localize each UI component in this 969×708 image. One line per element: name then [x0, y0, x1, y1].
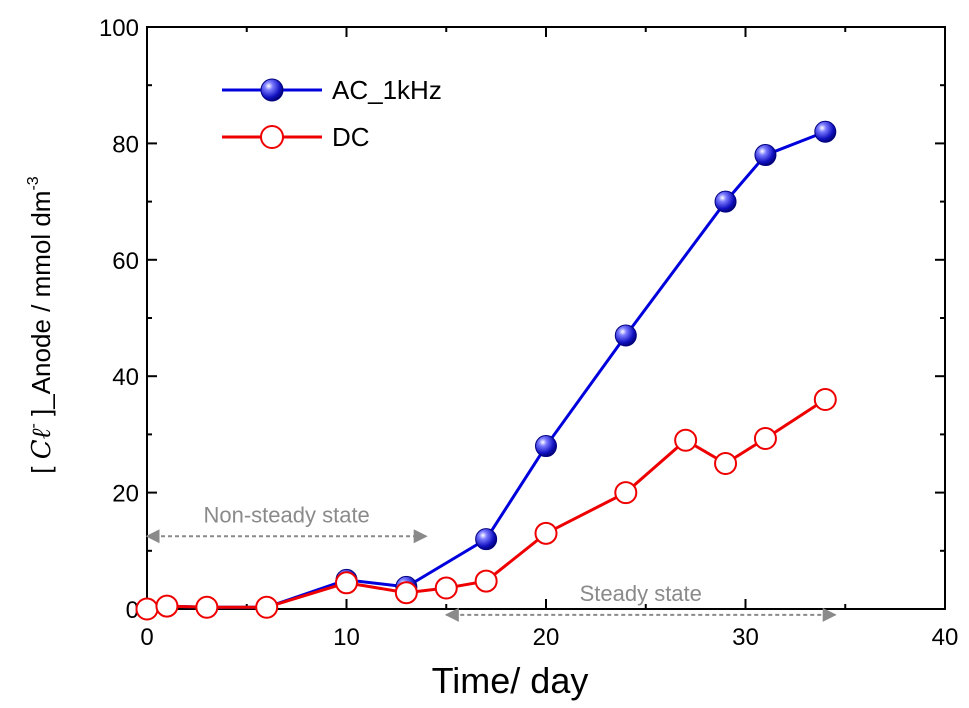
y-tick-label: 40 — [112, 364, 139, 391]
y-title-open: [ — [26, 459, 56, 473]
series-point — [260, 125, 284, 149]
y-title-ion: Cℓ — [27, 428, 57, 459]
y-tick-label: 100 — [99, 15, 139, 42]
y-tick-label: 0 — [126, 597, 139, 624]
y-title-unit-sup: -3 — [25, 176, 42, 190]
series-point — [475, 528, 498, 551]
annotation-label: Steady state — [580, 581, 702, 606]
series-point — [255, 595, 279, 619]
legend-item: AC_1kHz — [222, 75, 442, 105]
legend-label: DC — [332, 122, 370, 152]
series-point — [434, 576, 458, 600]
y-axis-title: [ Cℓ- ]_Anode / mmol dm-3 — [25, 176, 57, 474]
series-point — [535, 435, 557, 458]
series-point — [534, 521, 558, 545]
series-point — [753, 426, 777, 450]
series-ac-1khz — [136, 120, 837, 620]
x-tick-label: 10 — [333, 624, 360, 651]
series-point — [335, 571, 358, 595]
annotations: Non-steady state Steady state — [145, 502, 837, 622]
series-point — [814, 120, 837, 143]
x-tick-label: 20 — [533, 624, 560, 651]
series-point — [474, 569, 498, 593]
legend-item: DC — [222, 122, 370, 152]
series-point — [260, 78, 284, 102]
y-tick-label: 60 — [112, 248, 139, 275]
y-title-rest: ]_Anode / mmol dm — [26, 191, 56, 424]
series-point — [674, 428, 698, 452]
y-axis-ticks: 0 20 40 60 80 100 — [99, 15, 945, 624]
series-point — [714, 190, 737, 213]
series-point — [813, 387, 837, 411]
legend: AC_1kHz DC — [222, 75, 442, 152]
annotation-label: Non-steady state — [203, 502, 369, 527]
series-point — [135, 597, 159, 621]
x-tick-label: 30 — [732, 624, 759, 651]
y-tick-label: 20 — [112, 481, 139, 508]
x-tick-label: 40 — [932, 624, 959, 651]
y-tick-label: 80 — [112, 131, 139, 158]
x-tick-label: 0 — [140, 624, 153, 651]
legend-label: AC_1kHz — [332, 75, 442, 105]
x-axis-title: Time/ day — [432, 660, 589, 701]
series-point — [614, 324, 637, 347]
series-point — [754, 144, 777, 167]
series-point — [714, 452, 738, 475]
series-point — [614, 481, 638, 505]
series-point — [394, 581, 418, 605]
series-point — [195, 595, 219, 619]
y-title-ion-sup: - — [25, 423, 42, 428]
series-dc — [135, 387, 837, 621]
x-axis-ticks: 0 10 20 30 40 — [140, 27, 958, 651]
series-layer — [135, 120, 837, 621]
series-point — [155, 594, 179, 618]
